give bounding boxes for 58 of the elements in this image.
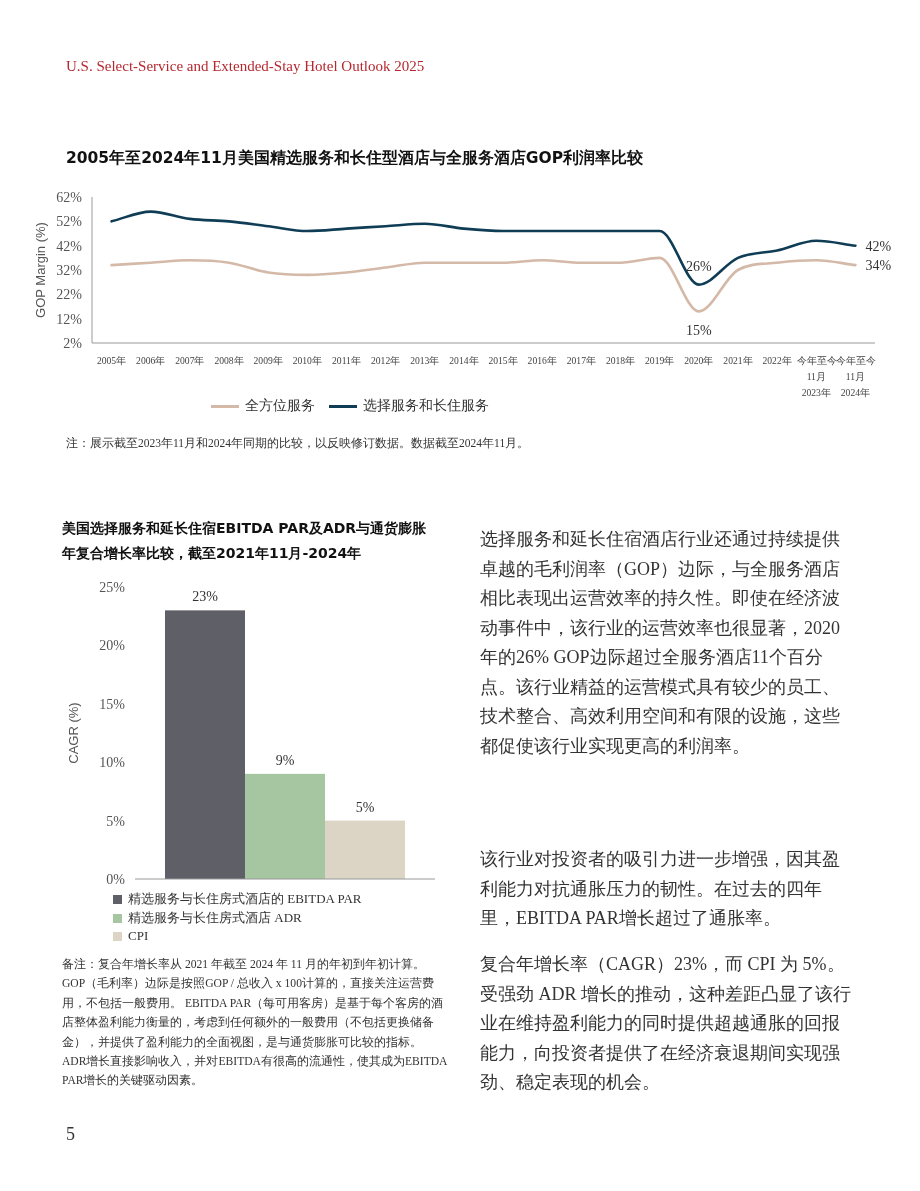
chart-title: 美国选择服务和延长住宿EBITDA PAR及ADR与通货膨胀年复合增长率比较，截至2021年11月-2024年 [62, 519, 428, 563]
y-tick-label: 25% [99, 580, 126, 595]
x-tick-label: 今年至今 11月 2023年 [796, 354, 837, 400]
x-tick-label: 2009年 [252, 354, 284, 368]
chart-title: 2005年至2024年11月美国精选服务和长住型酒店与全服务酒店GOP利润率比较 [66, 148, 645, 169]
x-tick-label: 2008年 [213, 354, 245, 368]
y-tick-label: 10% [99, 755, 126, 771]
text: 选择服务和延长住宿酒店行业还通过持续提供卓越的毛利润率（GOP）边际，与全服务酒店相比表现出运营效率的持久性。即使在经济波动事件中，该行业的运营效率也很显著，2020年的26% GOP边际超过全服务酒店11个百分点。该行业精益的运营模式具有较少的员工、技术整合、高效利用空间和有限的设施，这些都促使该行业实现更高的利润率。 [480, 528, 841, 758]
data-label: 5% [355, 799, 375, 815]
x-tick-label: 2014年 [448, 354, 480, 368]
x-tick-label: 2018年 [604, 354, 637, 368]
x-tick-label: 2007年 [174, 354, 206, 368]
data-label: 9% [275, 752, 295, 768]
y-tick-label: 62% [56, 190, 83, 205]
x-tick-label: 2010年 [291, 354, 323, 368]
y-tick-label: 42% [56, 238, 83, 254]
x-tick-label: 2011年 [331, 354, 362, 368]
x-tick-label: 2020年 [683, 354, 715, 368]
x-tick-label: 2015年 [487, 354, 519, 368]
x-tick-label: 2017年 [565, 354, 597, 368]
x-tick-label: 2005年 [95, 354, 128, 368]
x-tick-label: 2016年 [526, 354, 558, 368]
y-tick-label: 20% [99, 638, 126, 654]
legend-label: 精选服务与长住房式酒店的 EBITDA PAR [128, 890, 362, 908]
y-tick-label: 0% [106, 872, 126, 887]
legend-label: 选择服务和长住服务 [363, 397, 489, 415]
text: 该行业对投资者的吸引力进一步增强，因其盈利能力对抗通胀压力的韧性。在过去的四年里，EBITDA PAR增长超过了通胀率。 [480, 848, 841, 930]
y-tick-label: 12% [56, 311, 83, 327]
y-tick-label: 2% [63, 336, 83, 351]
x-tick-label: 2022年 [761, 354, 793, 368]
x-tick-label: 今年至今 11月 2024年 [835, 354, 876, 400]
x-tick-label: 2006年 [135, 354, 167, 368]
data-label: 42% [865, 238, 892, 254]
line-series [110, 210, 857, 286]
text: 5 [66, 1124, 75, 1145]
y-tick-label: 15% [99, 696, 126, 712]
text: 备注：复合年增长率从 2021 年截至 2024 年 11 月的年初到年初计算。GOP（毛利率）边际是按照GOP / 总收入 x 100计算的，直接关注运营费用，不包括一般费用。 EBITDA PAR（每可用客房）是基于每个客房的酒店整体盈利能力衡量的，考虑到任何额外的一般费用（不包括更换储备金），并提供了盈利能力的全面视图，是与通货膨胀可比较的指标。 ADR增长直接影响收入，并对EBITDA有很高的流通性，使其成为EBITDA PAR增长的关键驱动因素。 [62, 957, 448, 1090]
y-tick-label: 52% [56, 214, 83, 230]
legend-label: CPI [128, 928, 149, 944]
text: 注：展示截至2023年11月和2024年同期的比较，以反映修订数据。数据截至2024年11月。 [66, 436, 530, 451]
x-tick-label: 2019年 [644, 354, 676, 368]
x-tick-label: 2013年 [409, 354, 441, 368]
data-label: 26% [685, 258, 712, 274]
y-axis-title: GOP Margin (%) [33, 222, 48, 318]
data-label: 34% [865, 258, 892, 274]
text: U.S. Select-Service and Extended-Stay Hotel Outlook 2025 [66, 58, 425, 75]
x-tick-label: 2012年 [370, 354, 402, 368]
legend-label: 全方位服务 [245, 397, 315, 415]
text: 复合年增长率（CAGR）23%，而 CPI 为 5%。受强劲 ADR 增长的推动，这种差距凸显了该行业在维持盈利能力的同时提供超越通胀的回报能力，向投资者提供了在经济衰退期间实现强劲、稳定表现的机会。 [480, 953, 852, 1094]
y-tick-label: 22% [56, 287, 83, 303]
line-series [110, 256, 857, 313]
legend-label: 精选服务与长住房式酒店 ADR [128, 909, 302, 927]
y-axis-title: CAGR (%) [66, 702, 81, 764]
data-label: 15% [685, 323, 712, 339]
data-label: 23% [192, 589, 219, 605]
y-tick-label: 5% [106, 813, 126, 829]
y-tick-label: 32% [56, 263, 83, 278]
x-tick-label: 2021年 [722, 354, 754, 368]
